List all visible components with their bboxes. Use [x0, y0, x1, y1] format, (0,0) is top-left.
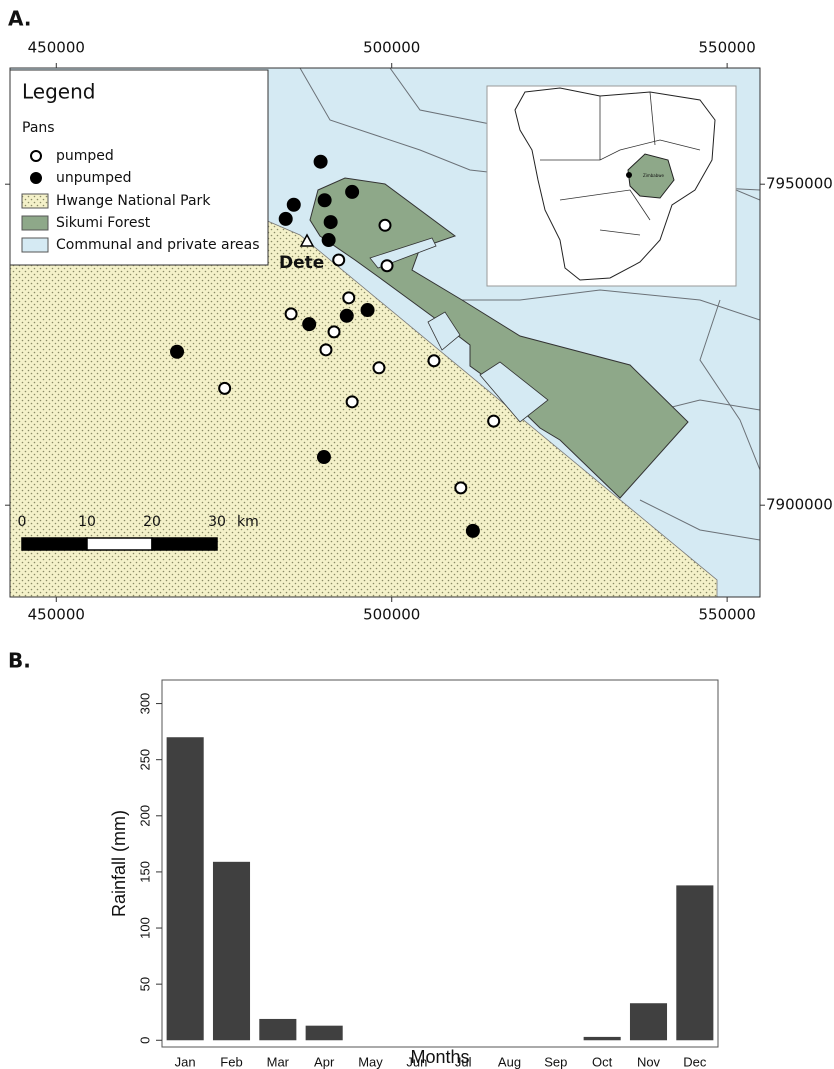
x-tick-label: Dec [683, 1054, 707, 1069]
scale-segment [21, 537, 88, 551]
legend-swatch [21, 193, 49, 209]
bar [259, 1018, 297, 1041]
legend-swatch [21, 215, 49, 231]
legend-label: Hwange National Park [56, 193, 211, 209]
bar [583, 1036, 621, 1041]
x-tick-label: 500000 [363, 39, 420, 57]
inset: Zimbabwe [486, 85, 737, 287]
scale-label: 30 [208, 514, 226, 530]
y-tick-label: 0 [137, 1037, 152, 1044]
pan-point [360, 303, 375, 318]
pan-point [465, 523, 480, 538]
y-tick-label: 50 [137, 977, 152, 991]
bar [212, 861, 251, 1041]
pan-point [339, 308, 354, 323]
bar [629, 1003, 668, 1041]
x-tick-label: Jan [175, 1054, 196, 1069]
country-borders [540, 91, 701, 236]
pan-point [302, 317, 317, 332]
map-frame [9, 67, 761, 598]
x-tick-label: 450000 [28, 606, 85, 624]
bar [166, 737, 204, 1041]
pan-point [487, 414, 501, 428]
pan-point [317, 193, 332, 208]
study-site [626, 172, 632, 178]
inset-label: Zimbabwe [643, 173, 665, 178]
legend: Legend Pans pumped unpumped Hwange Nationa… [9, 69, 269, 266]
bar [676, 885, 714, 1041]
x-axis-label: Months [410, 1047, 469, 1067]
scale-label: 0 [18, 514, 27, 530]
pan-point [321, 233, 336, 248]
legend-label: pumped [56, 148, 114, 164]
pan-point [372, 361, 386, 375]
legend-label: Communal and private areas [56, 237, 260, 253]
x-tick-label: 550000 [698, 606, 755, 624]
legend-title: Legend [22, 80, 95, 104]
plot-frame [161, 679, 719, 1048]
pan-point [378, 218, 392, 232]
y-tick-label: 250 [137, 749, 152, 771]
y-tick-label: 7900000 [766, 496, 833, 514]
pan-point [316, 450, 331, 465]
panel-label: A. [8, 7, 31, 31]
scale-label: 10 [78, 514, 96, 530]
legend-swatch [21, 237, 49, 253]
pan-point [170, 344, 185, 359]
y-tick-label: 200 [137, 805, 152, 827]
town-marker [299, 233, 315, 247]
x-tick-label: Jul [455, 1054, 472, 1069]
enclave [427, 311, 461, 351]
pan-point [327, 325, 341, 339]
y-tick-label: 100 [137, 917, 152, 939]
pan-point [332, 253, 346, 267]
pan-point [380, 259, 394, 273]
y-tick-label: 150 [137, 861, 152, 883]
y-tick-label: 7950000 [766, 175, 833, 193]
x-tick-label: Nov [637, 1054, 661, 1069]
pan-point [345, 395, 359, 409]
pan-point [345, 184, 360, 199]
place-label: Dete [279, 253, 324, 273]
y-tick-label: 300 [137, 693, 152, 715]
pan-point [313, 154, 328, 169]
legend-box [9, 69, 269, 266]
legend-label: Sikumi Forest [56, 215, 151, 231]
scale-segment [151, 537, 218, 551]
x-tick-label: Sep [544, 1054, 567, 1069]
legend-label: unpumped [56, 170, 132, 186]
pan-point [319, 343, 333, 357]
africa-outline [514, 87, 716, 281]
x-tick-label: Feb [220, 1054, 242, 1069]
x-tick-label: 500000 [363, 606, 420, 624]
x-tick-label: May [358, 1054, 383, 1069]
x-tick-label: Aug [498, 1054, 521, 1069]
scale-label: 20 [143, 514, 161, 530]
scale-unit: km [237, 514, 259, 530]
y-axis-label: Rainfall (mm) [109, 810, 129, 917]
pan-point [454, 481, 468, 495]
pan-point [427, 354, 441, 368]
pan-point [284, 307, 298, 321]
legend-marker [30, 150, 42, 162]
enclave [479, 361, 549, 423]
x-tick-label: 450000 [28, 39, 85, 57]
x-tick-label: Oct [592, 1054, 613, 1069]
x-tick-label: 550000 [698, 39, 755, 57]
pan-point [218, 381, 232, 395]
scale-segment [86, 537, 153, 551]
pan-point [286, 197, 301, 212]
legend-group: Pans [22, 120, 55, 136]
legend-marker [30, 172, 42, 184]
x-tick-label: Jun [406, 1054, 427, 1069]
x-tick-label: Mar [267, 1054, 290, 1069]
pan-point [278, 211, 293, 226]
x-tick-label: Apr [314, 1054, 335, 1069]
pan-point [323, 215, 338, 230]
panel-label: B. [8, 649, 31, 673]
bar [305, 1025, 343, 1041]
zimbabwe [627, 153, 675, 199]
pan-point [342, 291, 356, 305]
